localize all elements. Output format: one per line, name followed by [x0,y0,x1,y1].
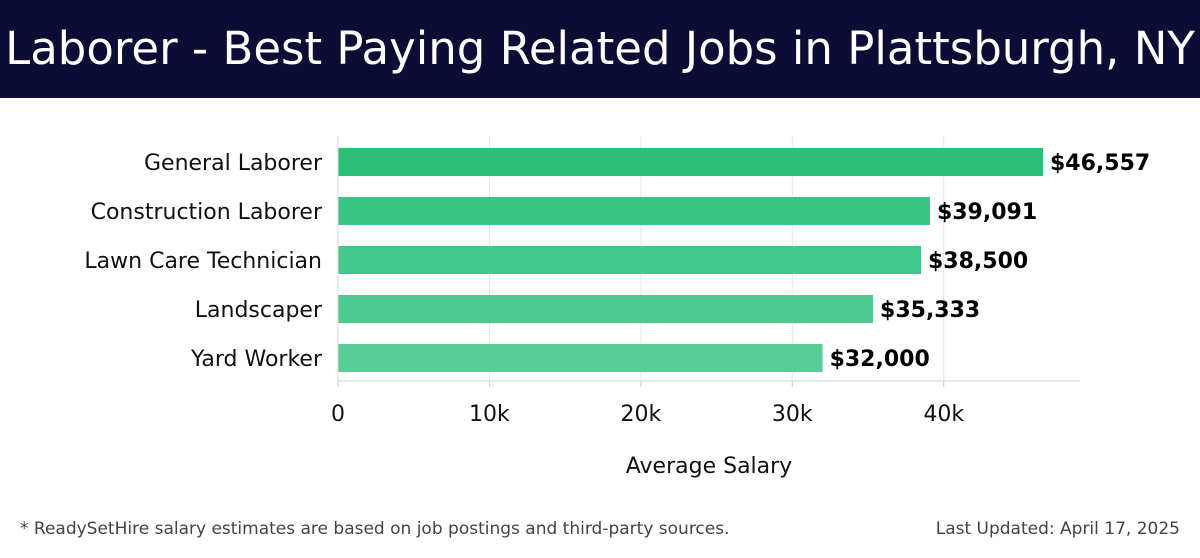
x-tick-label: 40k [923,402,964,427]
category-label: Construction Laborer [91,200,323,225]
x-tick-label: 30k [772,402,813,427]
header-banner: Laborer - Best Paying Related Jobs in Pl… [0,0,1200,98]
category-label: General Laborer [144,151,323,176]
bar [338,295,874,323]
bar [338,148,1044,176]
value-label: $46,557 [1050,151,1150,176]
last-updated: Last Updated: April 17, 2025 [935,519,1180,539]
x-axis-title: Average Salary [626,454,792,479]
salary-bar-chart: General Laborer $46,557 Construction Labor… [84,136,1150,479]
x-tick-label: 20k [620,402,661,427]
bar [338,246,921,274]
x-tick-label: 0 [331,402,345,427]
value-label: $39,091 [937,200,1037,225]
bar [338,197,930,225]
bar [338,344,823,372]
value-label: $32,000 [830,347,930,372]
category-label: Landscaper [195,298,323,323]
footer-disclaimer: * ReadySetHire salary estimates are base… [20,519,730,539]
value-label: $35,333 [880,298,980,323]
value-label: $38,500 [928,249,1028,274]
page-title: Laborer - Best Paying Related Jobs in Pl… [5,22,1195,75]
category-label: Lawn Care Technician [84,249,322,274]
x-tick-label: 10k [469,402,510,427]
category-label: Yard Worker [190,347,323,372]
